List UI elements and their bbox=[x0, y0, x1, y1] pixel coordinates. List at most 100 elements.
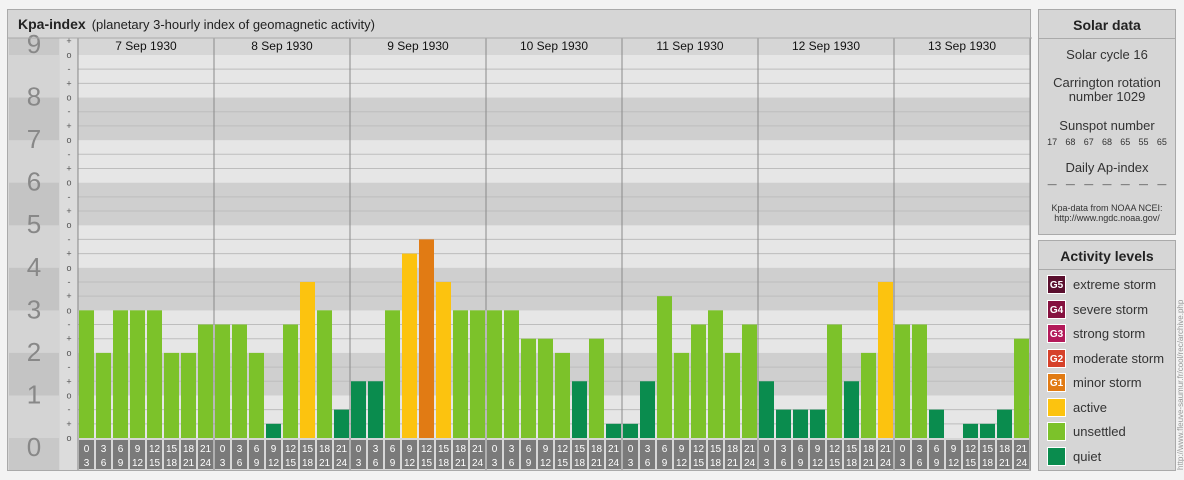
y-sub-tick: + bbox=[66, 36, 71, 46]
activity-level-item: G1 minor storm bbox=[1047, 373, 1142, 392]
interval-cell bbox=[606, 440, 621, 469]
interval-end-label: 3 bbox=[220, 458, 226, 469]
interval-cell bbox=[470, 440, 485, 469]
y-sub-tick: - bbox=[68, 234, 71, 244]
ap-index-label: Daily Ap-index bbox=[1065, 160, 1149, 175]
y-sub-tick: - bbox=[68, 149, 71, 159]
day-header-strip bbox=[78, 38, 1030, 55]
kp-bar bbox=[198, 324, 213, 438]
sunspot-value: 65 bbox=[1156, 137, 1167, 147]
interval-end-label: 24 bbox=[1016, 458, 1028, 469]
interval-cell bbox=[215, 440, 230, 469]
solar-data-panel: Solar data Solar cycle 16 Carrington rot… bbox=[1038, 9, 1176, 235]
interval-start-label: 6 bbox=[526, 444, 532, 455]
kp-bar bbox=[912, 324, 927, 438]
sunspot-label: Sunspot number bbox=[1059, 118, 1155, 133]
interval-end-label: 15 bbox=[829, 458, 841, 469]
kp-bar bbox=[776, 409, 791, 438]
interval-end-label: 18 bbox=[982, 458, 994, 469]
interval-end-label: 15 bbox=[693, 458, 705, 469]
interval-start-label: 15 bbox=[166, 444, 178, 455]
interval-start-label: 9 bbox=[815, 444, 821, 455]
interval-cell bbox=[810, 440, 825, 469]
kp-bar bbox=[623, 423, 638, 438]
interval-cell bbox=[538, 440, 553, 469]
kp-bar bbox=[249, 352, 264, 438]
interval-cell bbox=[164, 440, 179, 469]
interval-start-label: 15 bbox=[982, 444, 994, 455]
interval-cell bbox=[351, 440, 366, 469]
interval-end-label: 12 bbox=[676, 458, 688, 469]
interval-start-label: 18 bbox=[999, 444, 1011, 455]
interval-end-label: 21 bbox=[999, 458, 1011, 469]
activity-level-item: G3 strong storm bbox=[1047, 324, 1145, 343]
source-line-1: Kpa-data from NOAA NCEI: bbox=[1051, 203, 1163, 213]
day-label: 8 Sep 1930 bbox=[251, 39, 313, 53]
y-label-band bbox=[9, 55, 59, 98]
y-label-band bbox=[9, 97, 59, 141]
interval-cell bbox=[742, 440, 757, 469]
y-sub-tick: + bbox=[66, 163, 71, 173]
ap-index-values: — — — — — — — bbox=[1039, 175, 1175, 189]
y-sub-tick: + bbox=[66, 78, 71, 88]
interval-end-label: 6 bbox=[781, 458, 787, 469]
interval-start-label: 6 bbox=[798, 444, 804, 455]
interval-start-label: 21 bbox=[336, 444, 348, 455]
interval-start-label: 18 bbox=[319, 444, 331, 455]
interval-cell bbox=[827, 440, 842, 469]
interval-cell bbox=[232, 440, 247, 469]
kp-bar bbox=[963, 423, 978, 438]
interval-end-label: 21 bbox=[591, 458, 603, 469]
kp-bar bbox=[759, 381, 774, 438]
interval-end-label: 9 bbox=[118, 458, 124, 469]
interval-cell bbox=[334, 440, 349, 469]
interval-start-label: 18 bbox=[455, 444, 467, 455]
interval-end-label: 3 bbox=[900, 458, 906, 469]
interval-start-label: 18 bbox=[727, 444, 739, 455]
kp-bar bbox=[385, 310, 400, 438]
interval-end-label: 6 bbox=[237, 458, 243, 469]
interval-start-label: 0 bbox=[628, 444, 634, 455]
interval-end-label: 9 bbox=[526, 458, 532, 469]
kp-bar bbox=[368, 381, 383, 438]
y-tick-label: 7 bbox=[27, 124, 41, 154]
y-label-band bbox=[9, 267, 59, 311]
interval-start-label: 9 bbox=[679, 444, 685, 455]
kp-bar bbox=[215, 324, 230, 438]
activity-level-swatch bbox=[1047, 446, 1066, 466]
chart-title: Kpa-index (planetary 3-hourly index of ge… bbox=[18, 16, 375, 32]
y-sub-tick: o bbox=[66, 220, 71, 230]
y-sub-tick: + bbox=[66, 249, 71, 259]
kp-bar bbox=[300, 281, 315, 438]
interval-cell bbox=[198, 440, 213, 469]
interval-end-label: 18 bbox=[846, 458, 858, 469]
interval-end-label: 9 bbox=[390, 458, 396, 469]
activity-level-label: quiet bbox=[1073, 448, 1102, 464]
interval-start-label: 12 bbox=[693, 444, 705, 455]
y-sub-tick: o bbox=[66, 178, 71, 188]
interval-end-label: 12 bbox=[812, 458, 824, 469]
y-sub-tick: o bbox=[66, 263, 71, 273]
interval-cell bbox=[980, 440, 995, 469]
activity-level-label: strong storm bbox=[1073, 326, 1146, 341]
interval-cell bbox=[453, 440, 468, 469]
interval-cell bbox=[79, 440, 94, 469]
interval-start-label: 9 bbox=[407, 444, 413, 455]
y-tick-label: 9 bbox=[27, 29, 41, 59]
kp-bar bbox=[504, 310, 519, 438]
interval-start-label: 12 bbox=[149, 444, 161, 455]
activity-level-item: G5 extreme storm bbox=[1047, 275, 1156, 294]
day-label: 11 Sep 1930 bbox=[656, 39, 723, 53]
interval-start-label: 18 bbox=[591, 444, 603, 455]
activity-level-swatch: G3 bbox=[1047, 324, 1066, 343]
interval-start-label: 6 bbox=[254, 444, 260, 455]
y-sub-tick: - bbox=[68, 107, 71, 117]
interval-cell bbox=[912, 440, 927, 469]
kp-bar bbox=[742, 324, 757, 438]
kp-bar bbox=[980, 423, 995, 438]
interval-end-label: 15 bbox=[965, 458, 977, 469]
activity-level-swatch: G5 bbox=[1047, 275, 1066, 294]
interval-end-label: 21 bbox=[319, 458, 331, 469]
kp-bar bbox=[844, 381, 859, 438]
kp-bar bbox=[266, 423, 281, 438]
